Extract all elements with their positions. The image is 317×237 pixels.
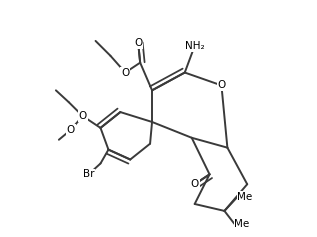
Text: O: O bbox=[134, 38, 142, 48]
Text: Me: Me bbox=[237, 192, 253, 202]
Text: Me: Me bbox=[234, 219, 249, 229]
Text: O: O bbox=[121, 68, 129, 77]
Text: NH₂: NH₂ bbox=[185, 41, 204, 51]
Text: O: O bbox=[191, 179, 199, 189]
Text: O: O bbox=[217, 80, 226, 90]
Text: O: O bbox=[79, 111, 87, 121]
Text: O: O bbox=[67, 125, 75, 135]
Text: Br: Br bbox=[83, 169, 94, 179]
